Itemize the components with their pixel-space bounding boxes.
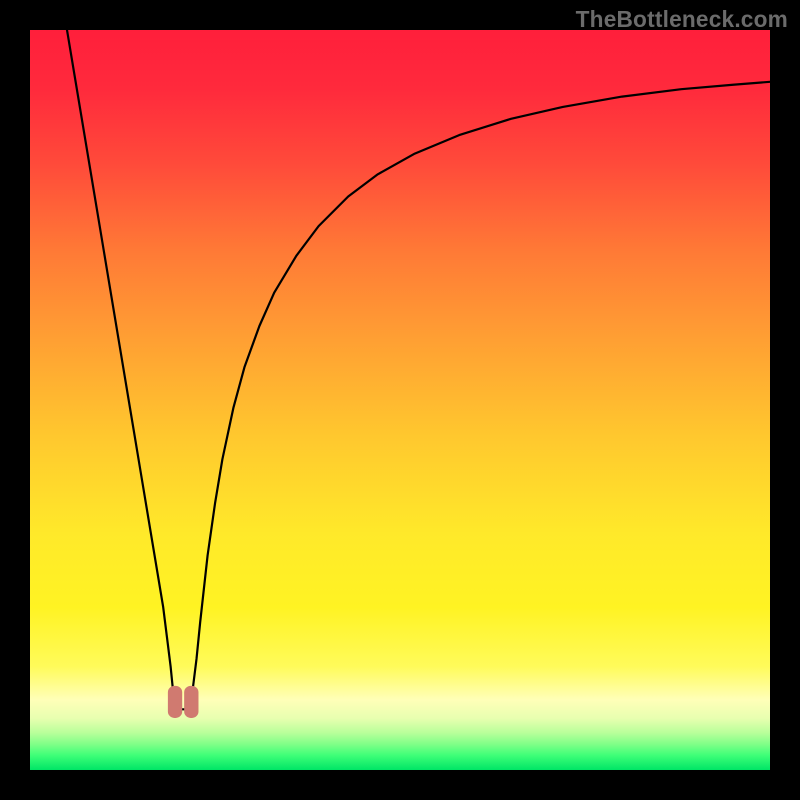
bottleneck-chart [30, 30, 770, 770]
chart-frame: { "watermark": { "text": "TheBottleneck.… [0, 0, 800, 800]
dip-marker [168, 686, 181, 717]
plot-background [30, 30, 770, 770]
dip-marker [185, 686, 198, 717]
watermark-text: TheBottleneck.com [576, 6, 788, 33]
